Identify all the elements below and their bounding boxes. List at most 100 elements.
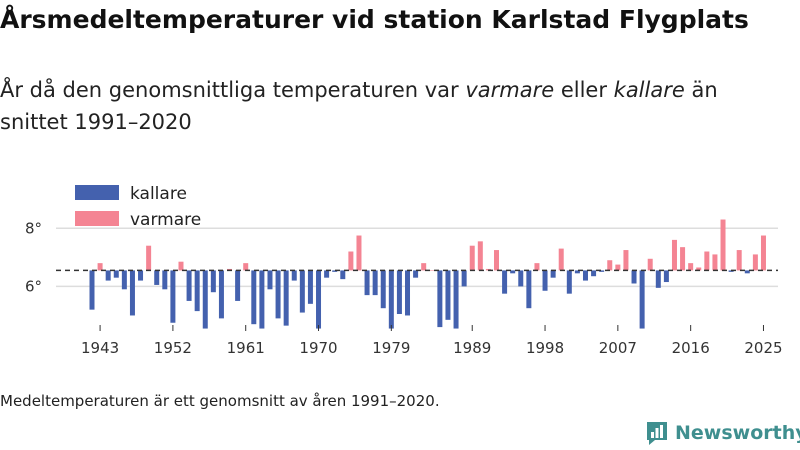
x-tick-label: 1998	[526, 339, 564, 357]
x-tick-label: 1989	[453, 339, 491, 357]
bar-1979	[388, 270, 394, 329]
bar-2013	[663, 270, 669, 283]
bar-1949	[146, 245, 152, 271]
x-tick-label: 1979	[372, 339, 410, 357]
bar-2005	[599, 270, 605, 272]
bar-1967	[291, 270, 297, 281]
bar-1960	[235, 270, 241, 301]
bar-1974	[348, 251, 354, 271]
axis-labels: 6° 8° 1943 1952 1961 1970 1979 1989 1998 2007 2016…	[25, 219, 783, 357]
bar-1988	[461, 270, 467, 287]
chart-subtitle: År då den genomsnittliga temperaturen va…	[0, 74, 790, 138]
bar-1957	[210, 270, 216, 293]
x-tick-label: 2016	[672, 339, 710, 357]
bar-1972	[332, 270, 338, 272]
bar-1975	[356, 235, 362, 271]
bar-2002	[574, 270, 580, 274]
bar-1950	[154, 270, 160, 285]
bar-1955	[194, 270, 200, 312]
bar-1945	[113, 270, 119, 278]
newsworthy-chart-logo-icon	[647, 422, 667, 445]
bar-1963	[259, 270, 265, 329]
bar-1986	[445, 270, 451, 320]
temperature-bar-chart: 6° 8° 1943 1952 1961 1970 1979 1989 1998 2007 2016…	[25, 184, 783, 357]
bar-series	[89, 219, 766, 329]
bar-2006	[607, 260, 613, 271]
bar-1943	[97, 263, 103, 271]
bar-1983	[421, 263, 427, 271]
bar-1998	[542, 270, 548, 291]
bar-2016	[688, 263, 694, 271]
x-tick-label: 1961	[227, 339, 265, 357]
bar-1976	[364, 270, 370, 296]
brand-logo[interactable]: Newsworthy	[645, 420, 800, 446]
bar-1965	[275, 270, 281, 319]
bar-1969	[307, 270, 313, 304]
bar-1948	[138, 270, 144, 281]
x-tick-label: 1943	[81, 339, 119, 357]
bar-1946	[121, 270, 127, 290]
y-tick-label: 8°	[25, 219, 42, 237]
bar-2024	[752, 254, 758, 271]
bar-1971	[324, 270, 330, 278]
bar-1999	[550, 270, 556, 278]
bar-2001	[566, 270, 572, 294]
bar-1987	[453, 270, 459, 329]
bar-1961	[243, 263, 249, 271]
bar-1997	[534, 263, 540, 271]
bar-1942	[89, 270, 95, 310]
bar-1947	[129, 270, 135, 316]
bar-2010	[639, 270, 645, 329]
bar-1968	[299, 270, 305, 313]
subtitle-part-1: År då den genomsnittliga temperaturen va…	[0, 78, 466, 102]
bar-1966	[283, 270, 289, 326]
subtitle-warm-word: varmare	[465, 78, 555, 102]
bar-2009	[631, 270, 637, 284]
bar-1980	[396, 270, 402, 315]
bar-2015	[680, 247, 686, 271]
bar-1952	[170, 270, 176, 323]
subtitle-part-3: än snittet 1991–2020	[0, 78, 718, 134]
legend: kallare varmare	[75, 184, 201, 230]
bar-1981	[405, 270, 411, 316]
subtitle-part-2: eller	[554, 78, 614, 102]
bar-1982	[413, 270, 419, 278]
bar-1990	[477, 241, 483, 271]
bar-1956	[202, 270, 208, 329]
bar-2000	[558, 248, 564, 271]
bar-2018	[704, 251, 710, 271]
legend-swatch-warm	[75, 211, 119, 226]
bar-1977	[372, 270, 378, 296]
bar-2025	[760, 235, 766, 271]
bar-2007	[615, 264, 621, 271]
bar-1993	[502, 270, 508, 294]
x-tick-label: 2025	[744, 339, 782, 357]
bar-1951	[162, 270, 168, 290]
bar-2003	[582, 270, 588, 281]
bar-2017	[696, 267, 702, 271]
x-tick-label: 2007	[599, 339, 637, 357]
legend-label-warm: varmare	[130, 210, 201, 230]
bar-2023	[744, 270, 750, 274]
x-tick-label: 1952	[154, 339, 192, 357]
bar-1992	[494, 250, 499, 271]
footnote: Medeltemperaturen är ett genomsnitt av å…	[0, 392, 440, 410]
bar-2022	[736, 250, 742, 271]
bar-2011	[647, 258, 653, 271]
bar-1996	[526, 270, 532, 309]
bar-1995	[518, 270, 524, 287]
bar-1989	[469, 245, 475, 271]
subtitle-cold-word: kallare	[613, 78, 685, 102]
brand-name: Newsworthy	[675, 422, 800, 444]
legend-swatch-cold	[75, 185, 119, 200]
bar-1953	[178, 261, 184, 271]
y-tick-label: 6°	[25, 277, 42, 295]
x-tick-label: 1970	[299, 339, 337, 357]
bar-1954	[186, 270, 192, 301]
bar-2008	[623, 250, 629, 271]
bar-1970	[316, 270, 322, 329]
bar-2020	[720, 219, 726, 271]
bar-2004	[591, 270, 597, 277]
bar-1962	[251, 270, 257, 325]
bar-2012	[655, 270, 661, 288]
